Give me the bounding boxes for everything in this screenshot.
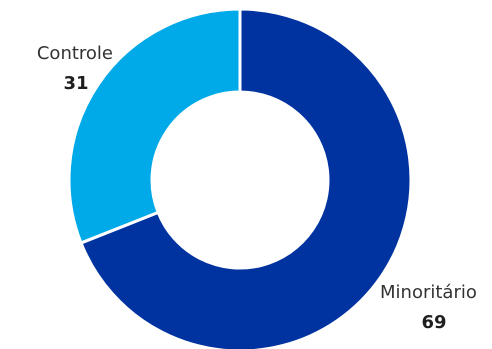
- slice-value-controle: 31: [63, 73, 88, 94]
- slice-value-minoritario: 69: [421, 312, 446, 333]
- slice-label-minoritario: Minoritário: [380, 282, 477, 303]
- slices-group: [69, 9, 411, 349]
- slice-label-controle: Controle: [37, 43, 113, 64]
